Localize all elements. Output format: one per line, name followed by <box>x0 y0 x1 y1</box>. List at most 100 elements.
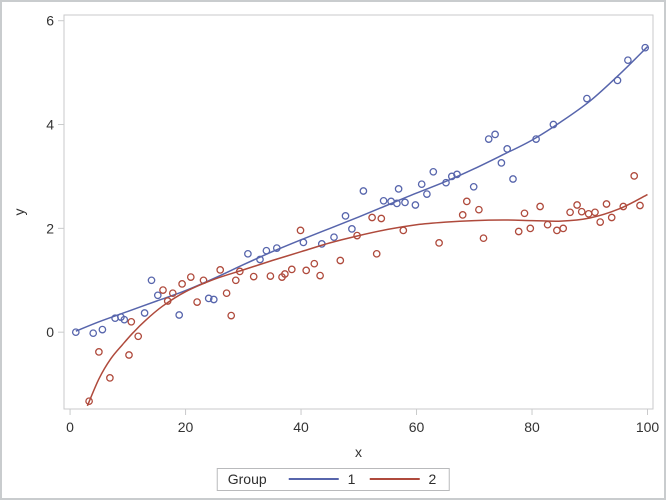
series-2-point <box>227 311 236 320</box>
series-2-point <box>514 227 523 236</box>
plot-frame <box>63 14 654 410</box>
group-1-line-swatch <box>288 478 339 480</box>
group-2-line-swatch <box>369 478 420 480</box>
series-2-point <box>377 214 386 223</box>
series-1-point <box>497 159 506 167</box>
series-2-point <box>159 286 167 294</box>
series-1-point <box>175 311 184 319</box>
series-2-point <box>222 289 231 298</box>
series-2-point <box>216 266 225 274</box>
series-1-point <box>147 276 156 285</box>
series-2-point <box>630 172 639 180</box>
series-2-point <box>85 397 93 406</box>
series-1-point <box>453 170 461 179</box>
series-2-point <box>559 224 568 233</box>
series-1-point <box>394 185 403 193</box>
series-1-point <box>549 120 558 129</box>
x-tick-label: 100 <box>636 419 660 435</box>
series-2-point <box>536 202 544 211</box>
legend-label-group-2: 2 <box>428 471 437 487</box>
x-tick-label: 80 <box>524 419 540 435</box>
series-2-point <box>106 374 114 382</box>
series-2-point <box>372 249 381 258</box>
series-2-point <box>607 213 616 222</box>
series-2-point <box>287 265 296 274</box>
series-2-point <box>163 297 172 305</box>
series-1-point <box>401 198 409 207</box>
y-axis-title: y <box>11 209 27 216</box>
y-tick-label: 6 <box>46 13 54 29</box>
series-2-point <box>134 332 143 341</box>
series-1-point <box>442 178 450 187</box>
series-1-point <box>393 199 401 208</box>
series-2-point <box>235 267 244 276</box>
series-1-point <box>583 94 591 103</box>
series-2-point <box>435 239 443 247</box>
series-2-point <box>475 205 483 214</box>
series-1-point <box>262 246 271 255</box>
series-2-point <box>602 200 611 208</box>
series-2-point <box>479 234 488 243</box>
series-2-point <box>596 218 605 226</box>
series-2-point <box>178 280 186 288</box>
series-1-point <box>256 255 264 264</box>
series-2-point <box>458 211 467 219</box>
series-1-point <box>140 309 149 317</box>
series-1-point <box>469 182 478 191</box>
series-1-point <box>244 249 252 258</box>
series-1-point <box>509 175 517 183</box>
legend: Group 1 2 <box>216 468 450 491</box>
series-2-point <box>231 276 240 285</box>
series-1-point <box>153 291 162 300</box>
series-1-point <box>120 315 129 324</box>
x-tick-label: 20 <box>178 419 194 435</box>
series-1-point <box>204 294 213 303</box>
series-2-point <box>127 317 136 326</box>
legend-label-group-1: 1 <box>347 471 356 487</box>
series-1-point <box>272 244 281 252</box>
series-1-point <box>491 130 499 139</box>
series-2-point <box>462 197 471 206</box>
series-2-point <box>125 351 133 359</box>
series-1-point <box>89 329 98 338</box>
series-2-point <box>353 231 361 240</box>
series-2-point <box>399 226 408 235</box>
series-1-point <box>411 201 420 209</box>
series-2-point <box>193 298 201 306</box>
series-1-point <box>484 135 493 143</box>
series-1-point <box>98 325 107 334</box>
series-1-point <box>503 145 512 153</box>
series-2-point <box>281 270 289 278</box>
series-2-point <box>636 201 644 210</box>
legend-title: Group <box>227 471 267 487</box>
series-2-point <box>336 256 345 265</box>
series-1-point <box>71 328 80 337</box>
series-1-point <box>209 295 218 304</box>
series-2-point <box>591 208 599 217</box>
series-2-point <box>168 289 177 298</box>
series-2-point <box>302 266 311 275</box>
series-2-point <box>310 259 319 268</box>
series-1-point <box>348 225 356 233</box>
series-2-point <box>520 209 529 218</box>
series-2-point <box>584 209 593 218</box>
series-2-point <box>368 213 376 222</box>
series-2-point <box>296 226 305 235</box>
series-2-point <box>553 226 561 235</box>
y-tick-label: 2 <box>46 220 54 236</box>
series-1-point <box>379 196 388 205</box>
x-tick-label: 0 <box>66 419 74 435</box>
series-1-point <box>429 167 438 176</box>
series-2-point <box>186 273 195 281</box>
legend-entry-group-2: 2 <box>369 471 436 487</box>
series-2-point <box>573 201 581 209</box>
series-2-point <box>199 276 208 285</box>
series-2-point <box>566 208 574 217</box>
series-1-point <box>299 238 308 247</box>
series-2-point <box>266 272 275 280</box>
series-2-fit-curve <box>86 193 648 407</box>
series-1-point <box>641 43 650 52</box>
x-tick-label: 60 <box>409 419 425 435</box>
